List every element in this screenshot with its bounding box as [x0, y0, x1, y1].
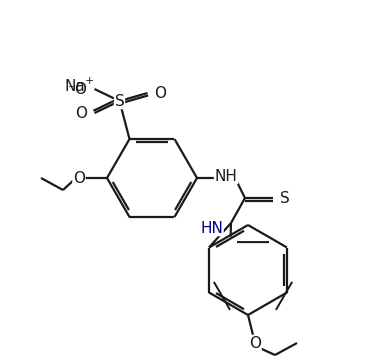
- Text: Na: Na: [64, 78, 85, 94]
- Text: ⁻O: ⁻O: [67, 81, 87, 96]
- Text: HN: HN: [200, 220, 223, 235]
- Text: +: +: [85, 76, 94, 86]
- Text: O: O: [73, 171, 85, 185]
- Text: O: O: [154, 86, 167, 100]
- Text: S: S: [115, 94, 124, 108]
- Text: NH: NH: [214, 168, 238, 184]
- Text: O: O: [75, 105, 87, 121]
- Text: O: O: [249, 336, 261, 351]
- Text: S: S: [280, 190, 290, 206]
